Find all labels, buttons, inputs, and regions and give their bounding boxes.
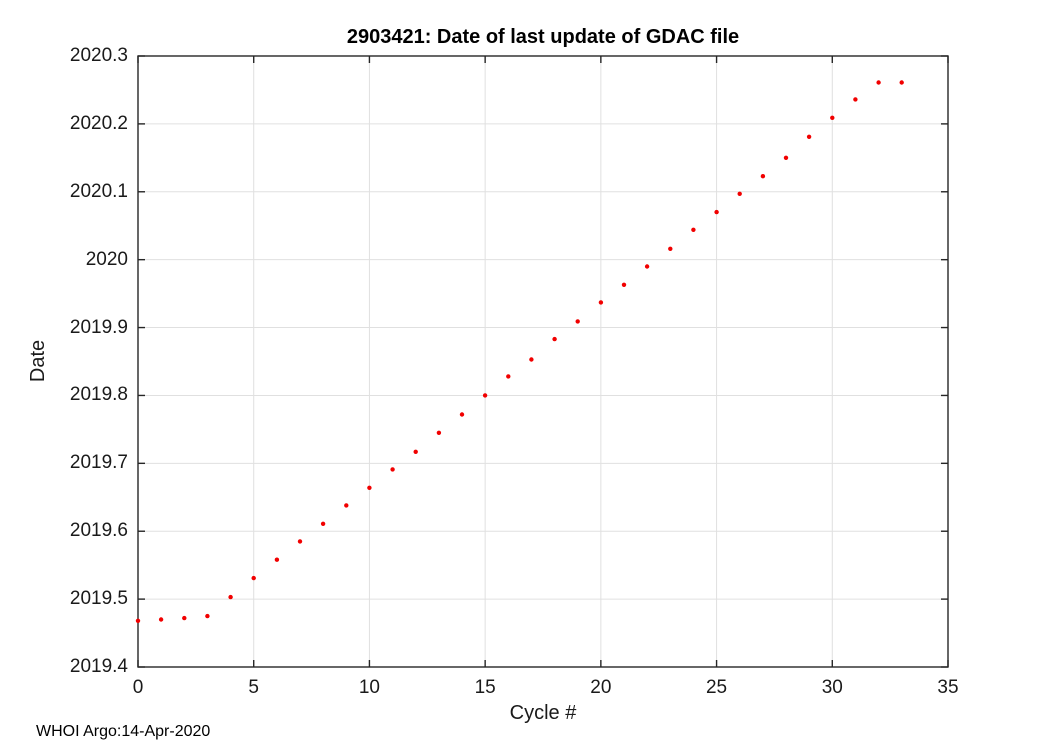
x-tick-label: 20 (590, 677, 612, 698)
data-point (344, 503, 349, 508)
x-tick-label: 10 (358, 677, 380, 698)
y-tick-label: 2019.5 (69, 588, 128, 610)
data-point (714, 209, 719, 215)
x-tick-label: 25 (705, 677, 728, 698)
data-point (575, 319, 580, 324)
data-point (182, 615, 187, 621)
data-point (691, 227, 696, 232)
data-point (806, 134, 812, 139)
data-point (644, 264, 650, 269)
x-tick-label: 5 (248, 677, 259, 698)
data-point (413, 449, 418, 454)
y-tick-label: 2019.4 (69, 656, 128, 677)
data-point (135, 618, 141, 623)
data-point (506, 374, 511, 379)
axes-frame (137, 55, 949, 668)
data-point (251, 575, 256, 581)
data-point (668, 246, 673, 251)
data-point (853, 97, 858, 102)
data-point (459, 412, 465, 417)
y-tick-label: 2019.9 (69, 316, 128, 338)
data-point (783, 155, 789, 160)
x-tick-label: 15 (474, 677, 496, 698)
data-point (737, 191, 742, 196)
data-point (390, 467, 395, 472)
data-point (274, 557, 280, 562)
y-tick-label: 2020.1 (69, 180, 128, 202)
x-tick-label: 0 (132, 677, 144, 698)
x-tick-label: 35 (937, 677, 959, 698)
y-tick-label: 2020.2 (69, 112, 128, 134)
footer-note: WHOI Argo:14-Apr-2020 (36, 723, 211, 740)
data-point (552, 336, 557, 342)
data-point (158, 617, 164, 622)
data-point (320, 521, 326, 526)
x-axis-label: Cycle # (509, 702, 577, 724)
data-point (760, 174, 766, 179)
y-tick-label: 2019.6 (69, 520, 128, 542)
y-tick-label: 2020.3 (69, 45, 128, 66)
data-point (830, 115, 835, 121)
x-tick-label: 30 (821, 677, 843, 698)
y-tick-label: 2019.8 (69, 384, 128, 406)
data-point (876, 80, 881, 85)
y-tick-label: 2019.7 (69, 452, 128, 474)
data-point (436, 430, 442, 435)
data-point (621, 282, 627, 287)
data-point (482, 393, 488, 398)
data-point (205, 613, 210, 619)
data-point (529, 357, 534, 362)
data-point (297, 539, 303, 544)
data-point (367, 485, 372, 490)
data-point (228, 594, 233, 600)
chart-title: 2903421: Date of last update of GDAC fil… (346, 26, 740, 48)
data-point (899, 80, 904, 85)
data-point (598, 300, 604, 305)
y-tick-label: 2020 (85, 248, 128, 270)
